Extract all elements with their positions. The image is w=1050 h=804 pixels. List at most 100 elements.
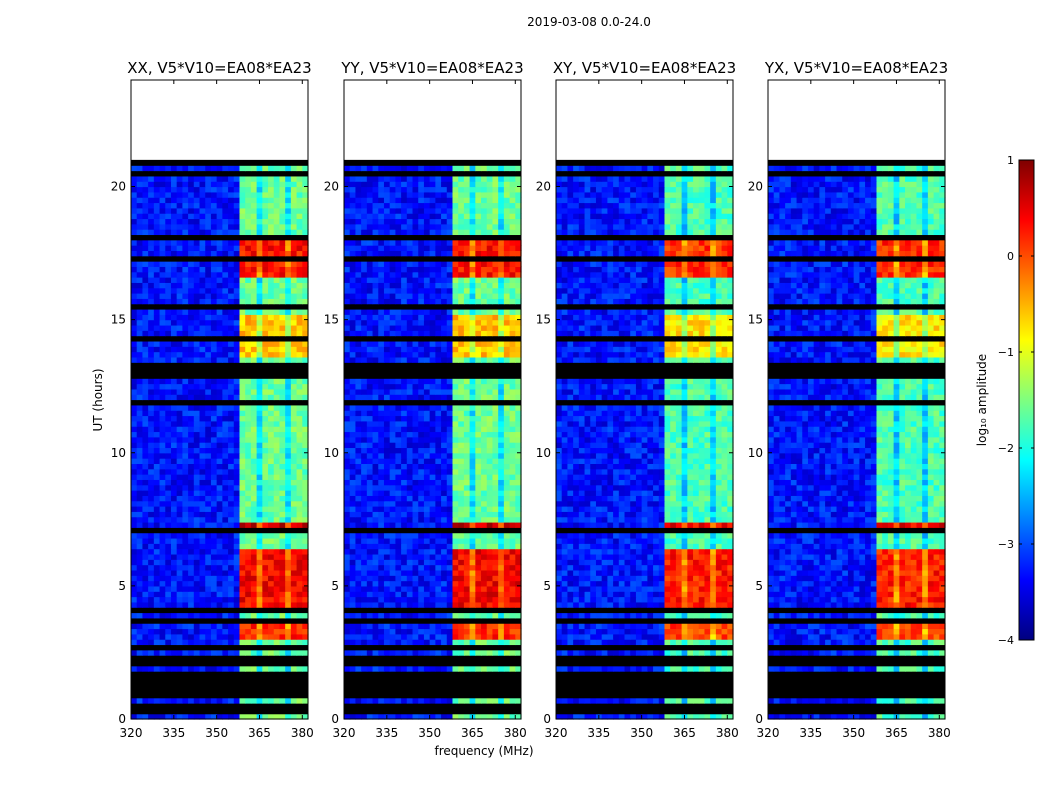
heat-cell — [148, 293, 154, 299]
heat-cell — [234, 325, 240, 331]
heat-cell — [217, 575, 223, 581]
heat-cell — [268, 511, 274, 517]
heat-cell — [395, 346, 401, 352]
heat-cell — [148, 192, 154, 198]
heat-cell — [274, 325, 280, 331]
heat-cell — [361, 506, 367, 512]
spectrogram-row — [131, 272, 309, 278]
heat-cell — [378, 463, 384, 469]
heat-cell — [384, 282, 390, 288]
heat-cell — [131, 506, 137, 512]
heat-cell — [390, 628, 396, 634]
heat-cell — [435, 357, 441, 363]
heat-cell — [441, 538, 447, 544]
heat-cell — [470, 277, 476, 283]
heat-cell — [131, 543, 137, 549]
heat-cell — [424, 549, 430, 555]
heat-cell — [148, 698, 154, 704]
heat-cell — [131, 282, 137, 288]
heat-cell — [447, 511, 453, 517]
heat-cell — [498, 240, 504, 246]
heat-cell — [424, 298, 430, 304]
heat-cell — [355, 288, 361, 294]
spectrogram-row — [344, 687, 521, 693]
heat-cell — [361, 570, 367, 576]
heat-cell — [418, 357, 424, 363]
heat-cell — [188, 341, 194, 347]
heat-cell — [458, 357, 464, 363]
heat-cell — [211, 602, 217, 608]
heat-cell — [367, 474, 373, 480]
heat-cell — [373, 613, 379, 619]
heat-cell — [418, 581, 424, 587]
heat-cell — [171, 202, 177, 208]
heat-cell — [131, 187, 137, 193]
heat-cell — [447, 384, 453, 390]
spectrogram-row — [344, 373, 521, 379]
heat-cell — [142, 623, 148, 629]
heat-cell — [182, 282, 188, 288]
heat-cell — [395, 389, 401, 395]
heat-cell — [367, 352, 373, 358]
heat-cell — [234, 314, 240, 320]
spectrogram — [131, 160, 309, 720]
heat-cell — [378, 272, 384, 278]
heat-cell — [504, 410, 510, 416]
heat-cell — [418, 282, 424, 288]
spectrogram-row — [344, 245, 522, 251]
heat-cell — [481, 293, 487, 299]
heat-cell — [504, 453, 510, 459]
heat-cell — [435, 245, 441, 251]
heat-cell — [373, 352, 379, 358]
heat-cell — [390, 325, 396, 331]
heat-cell — [234, 623, 240, 629]
heat-cell — [205, 415, 211, 421]
heat-cell — [291, 559, 297, 565]
heat-cell — [373, 522, 379, 528]
heat-cell — [279, 421, 285, 427]
heat-cell — [492, 543, 498, 549]
heat-cell — [165, 623, 171, 629]
heat-cell — [274, 261, 280, 267]
heat-cell — [498, 575, 504, 581]
heat-cell — [361, 639, 367, 645]
heat-cell — [165, 602, 171, 608]
heat-cell — [285, 490, 291, 496]
heat-cell — [211, 511, 217, 517]
heat-cell — [481, 266, 487, 272]
heat-cell — [458, 479, 464, 485]
heat-cell — [498, 485, 504, 491]
heat-cell — [171, 469, 177, 475]
heat-cell — [297, 202, 303, 208]
heat-cell — [222, 250, 228, 256]
heat-cell — [251, 181, 257, 187]
heat-cell — [367, 554, 373, 560]
heat-cell — [378, 575, 384, 581]
heat-cell — [200, 666, 206, 672]
heat-cell — [384, 490, 390, 496]
heat-cell — [217, 458, 223, 464]
heat-cell — [205, 341, 211, 347]
heat-cell — [367, 597, 373, 603]
heat-cell — [160, 261, 166, 267]
heat-cell — [424, 597, 430, 603]
heat-cell — [464, 511, 470, 517]
heat-cell — [182, 346, 188, 352]
heat-cell — [481, 250, 487, 256]
heat-cell — [470, 415, 476, 421]
heat-cell — [344, 384, 350, 390]
heat-cell — [142, 208, 148, 214]
heat-cell — [464, 538, 470, 544]
heat-cell — [285, 224, 291, 230]
heat-cell — [239, 213, 245, 219]
heat-cell — [373, 628, 379, 634]
heat-cell — [418, 426, 424, 432]
heat-cell — [131, 431, 137, 437]
spectrogram-row — [131, 607, 308, 613]
heat-cell — [251, 586, 257, 592]
heat-cell — [361, 293, 367, 299]
heat-cell — [154, 218, 160, 224]
heat-cell — [492, 474, 498, 480]
heat-cell — [279, 293, 285, 299]
heat-cell — [492, 458, 498, 464]
